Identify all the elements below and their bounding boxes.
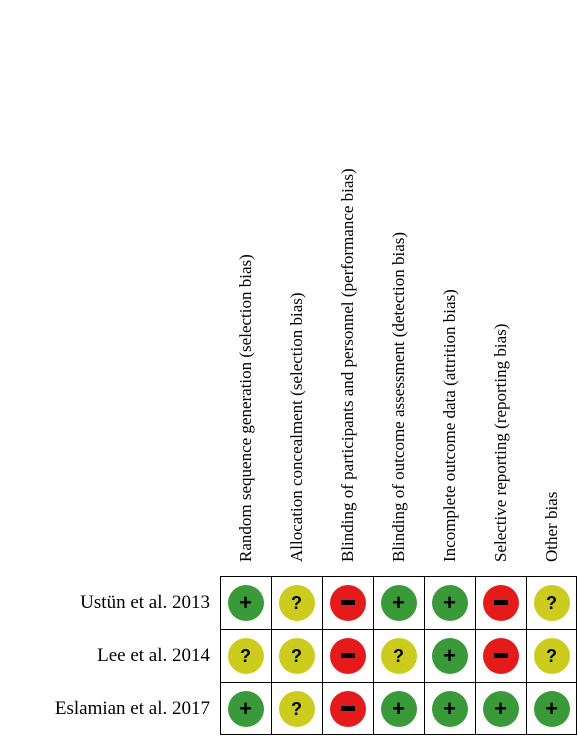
- low-risk-icon: +: [482, 690, 519, 727]
- high-risk-icon: [482, 584, 519, 621]
- high-risk-icon: [482, 637, 519, 674]
- minus-icon: [340, 706, 355, 711]
- high-risk-icon: [329, 690, 366, 727]
- low-risk-icon: +: [227, 584, 264, 621]
- unclear-risk-icon: ?: [227, 637, 264, 674]
- column-headers: Random sequence generation (selection bi…: [235, 168, 561, 562]
- study-label: Eslamian et al. 2017: [54, 697, 210, 719]
- low-risk-icon: +: [227, 690, 264, 727]
- question-icon: ?: [240, 645, 251, 666]
- risk-of-bias-grid: +? + +???? +? +? + + + +: [220, 576, 577, 735]
- low-risk-icon: +: [431, 584, 468, 621]
- domain-header-label: Selective reporting (reporting bias): [490, 323, 510, 562]
- minus-icon: [493, 600, 508, 605]
- question-icon: ?: [291, 698, 302, 719]
- plus-icon: +: [392, 695, 405, 721]
- low-risk-icon: +: [533, 690, 570, 727]
- grid-line-vertical: [424, 577, 425, 734]
- plus-icon: +: [239, 695, 252, 721]
- minus-icon: [493, 653, 508, 658]
- plus-icon: +: [443, 642, 456, 668]
- grid-line-horizontal: [221, 629, 576, 630]
- low-risk-icon: +: [380, 584, 417, 621]
- question-icon: ?: [546, 645, 557, 666]
- plus-icon: +: [392, 589, 405, 615]
- grid-line-vertical: [475, 577, 476, 734]
- study-label: Lee et al. 2014: [97, 644, 210, 666]
- minus-icon: [340, 600, 355, 605]
- plus-icon: +: [443, 695, 456, 721]
- unclear-risk-icon: ?: [278, 637, 315, 674]
- unclear-risk-icon: ?: [380, 637, 417, 674]
- plus-icon: +: [443, 589, 456, 615]
- domain-header-label: Other bias: [541, 491, 561, 562]
- grid-line-vertical: [322, 577, 323, 734]
- domain-header-label: Incomplete outcome data (attrition bias): [439, 289, 459, 562]
- grid-line-horizontal: [221, 682, 576, 683]
- high-risk-icon: [329, 637, 366, 674]
- unclear-risk-icon: ?: [278, 584, 315, 621]
- unclear-risk-icon: ?: [533, 637, 570, 674]
- grid-line-vertical: [526, 577, 527, 734]
- plus-icon: +: [545, 695, 558, 721]
- grid-line-vertical: [373, 577, 374, 734]
- question-icon: ?: [393, 645, 404, 666]
- unclear-risk-icon: ?: [533, 584, 570, 621]
- grid-line-vertical: [271, 577, 272, 734]
- domain-header-label: Random sequence generation (selection bi…: [235, 254, 255, 562]
- unclear-risk-icon: ?: [278, 690, 315, 727]
- question-icon: ?: [291, 645, 302, 666]
- question-icon: ?: [546, 592, 557, 613]
- low-risk-icon: +: [431, 637, 468, 674]
- high-risk-icon: [329, 584, 366, 621]
- question-icon: ?: [291, 592, 302, 613]
- domain-header-label: Blinding of outcome assessment (detectio…: [388, 231, 408, 562]
- study-label: Ustün et al. 2013: [80, 591, 210, 613]
- plus-icon: +: [494, 695, 507, 721]
- plus-icon: +: [239, 589, 252, 615]
- domain-header-label: Blinding of participants and personnel (…: [337, 168, 357, 562]
- domain-header-label: Allocation concealment (selection bias): [286, 292, 306, 562]
- low-risk-icon: +: [380, 690, 417, 727]
- low-risk-icon: +: [431, 690, 468, 727]
- minus-icon: [340, 653, 355, 658]
